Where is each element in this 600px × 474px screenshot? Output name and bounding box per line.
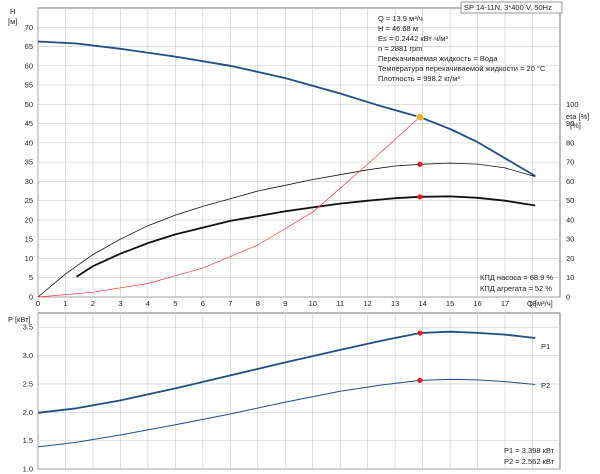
y-axis-label-p: P [кВт]	[8, 315, 31, 324]
p-tick-label: 3.5	[23, 323, 33, 332]
y2-axis-unit: [%]	[570, 121, 581, 130]
x-tick-label: 16	[473, 299, 481, 308]
x-tick-label: 1	[63, 299, 67, 308]
info-line: n = 2881 rpm	[378, 44, 422, 53]
x-tick-label: 8	[256, 299, 260, 308]
x-tick-label: 12	[364, 299, 372, 308]
y2-tick-label: 20	[566, 254, 574, 263]
y-tick-label: 40	[25, 138, 33, 147]
p-tick-label: 3.0	[23, 351, 33, 360]
y2-tick-label: 30	[566, 235, 574, 244]
x-tick-label: 14	[418, 299, 426, 308]
y-tick-label: 60	[25, 61, 33, 70]
y-tick-label: 65	[25, 42, 33, 51]
info-line: Перекачиваемая жидкость = Вода	[378, 54, 498, 63]
operating-point	[417, 194, 423, 200]
top-tick-labels: 0 1 2 3 4 5 6 7 8 9 10 11 12 13 14 15 16 17 18051015202530…	[25, 23, 579, 308]
x-tick-label: 9	[283, 299, 287, 308]
y2-axis-label: eta [%]	[566, 112, 589, 121]
info-line: Es = 0.2442 кВт·ч/м³	[378, 34, 448, 43]
x-tick-label: 7	[228, 299, 232, 308]
operating-points	[415, 113, 424, 383]
p-tick-label: 1.5	[23, 436, 33, 445]
duty-point	[415, 113, 424, 122]
y2-tick-label: 90	[566, 119, 574, 128]
y-axis-label-h: H	[10, 7, 15, 16]
y-tick-label: 70	[25, 23, 33, 32]
p-tick-label: 2.0	[23, 408, 33, 417]
y2-tick-label: 10	[566, 273, 574, 282]
top-panel-frame	[37, 7, 561, 298]
y2-tick-label: 80	[566, 138, 574, 147]
x-tick-label: 3	[118, 299, 122, 308]
top-series	[37, 40, 536, 298]
unit-efficiency-label: КПД агрегата = 52 %	[480, 284, 552, 293]
y-tick-label: 55	[25, 81, 33, 90]
x-tick-label: 0	[36, 299, 40, 308]
power-operating-point	[417, 377, 423, 383]
unit-efficiency-curve	[76, 195, 536, 278]
y2-tick-label: 50	[566, 196, 574, 205]
p2-value-label: P2 = 2.562 кВт	[504, 457, 555, 466]
y2-tick-label: 0	[566, 293, 570, 302]
y-tick-label: 15	[25, 235, 33, 244]
y-tick-label: 10	[25, 254, 33, 263]
y-tick-label: 25	[25, 196, 33, 205]
p1-value-label: P1 = 3.398 кВт	[504, 446, 555, 455]
head-curve	[37, 40, 536, 177]
x-tick-label: 18	[528, 299, 536, 308]
info-line: Температура перекачиваемой жидкости = 20…	[378, 64, 546, 73]
model-label: SP 14-11N, 3*400 V, 50Hz	[464, 3, 552, 12]
x-tick-label: 15	[446, 299, 454, 308]
x-tick-label: 11	[336, 299, 344, 308]
y-tick-label: 35	[25, 158, 33, 167]
info-line: H = 46.68 м	[378, 24, 418, 33]
info-line: Плотность = 998.2 кг/м³	[378, 74, 460, 83]
y2-tick-label: 100	[566, 100, 579, 109]
x-tick-label: 6	[201, 299, 205, 308]
series-label-p1: P1	[541, 342, 550, 351]
pump-efficiency-label: КПД насоса = 68.9 %	[480, 273, 553, 282]
y-tick-label: 45	[25, 119, 33, 128]
power-operating-point	[417, 330, 423, 336]
x-tick-label: 5	[173, 299, 177, 308]
info-block: Q = 13.9 м³/ч H = 46.68 м Es = 0.2442 кВ…	[378, 14, 546, 83]
x-tick-label: 2	[91, 299, 95, 308]
y-tick-label: 5	[29, 273, 33, 282]
p-tick-label: 1.0	[23, 465, 33, 474]
x-tick-label: 13	[391, 299, 399, 308]
y2-tick-label: 60	[566, 177, 574, 186]
y-axis-label-h-unit: [м]	[8, 17, 17, 26]
y2-tick-label: 70	[566, 158, 574, 167]
bottom-tick-labels: 1.0 1.5 2.0 2.5 3.0 3.5	[23, 323, 33, 474]
y2-tick-label: 40	[566, 215, 574, 224]
operating-point	[417, 161, 423, 167]
bottom-series	[37, 330, 536, 448]
y-tick-label: 0	[29, 293, 33, 302]
x-axis-label: Q [м³/ч]	[527, 299, 553, 308]
p-tick-label: 2.5	[23, 379, 33, 388]
power-curve-p1	[37, 330, 536, 414]
x-tick-label: 4	[146, 299, 150, 308]
y-tick-label: 30	[25, 177, 33, 186]
bottom-grid	[37, 313, 560, 470]
y-tick-label: 50	[25, 100, 33, 109]
red-curve	[37, 116, 421, 298]
x-tick-label: 10	[309, 299, 317, 308]
series-label-p2: P2	[541, 381, 550, 390]
bottom-panel-frame	[37, 312, 561, 470]
top-grid	[37, 8, 560, 298]
pump-efficiency-curve	[37, 162, 536, 298]
y-tick-label: 20	[25, 215, 33, 224]
x-tick-label: 17	[501, 299, 509, 308]
info-line: Q = 13.9 м³/ч	[378, 14, 423, 23]
model-box	[460, 1, 563, 14]
power-curve-p2	[37, 378, 536, 448]
